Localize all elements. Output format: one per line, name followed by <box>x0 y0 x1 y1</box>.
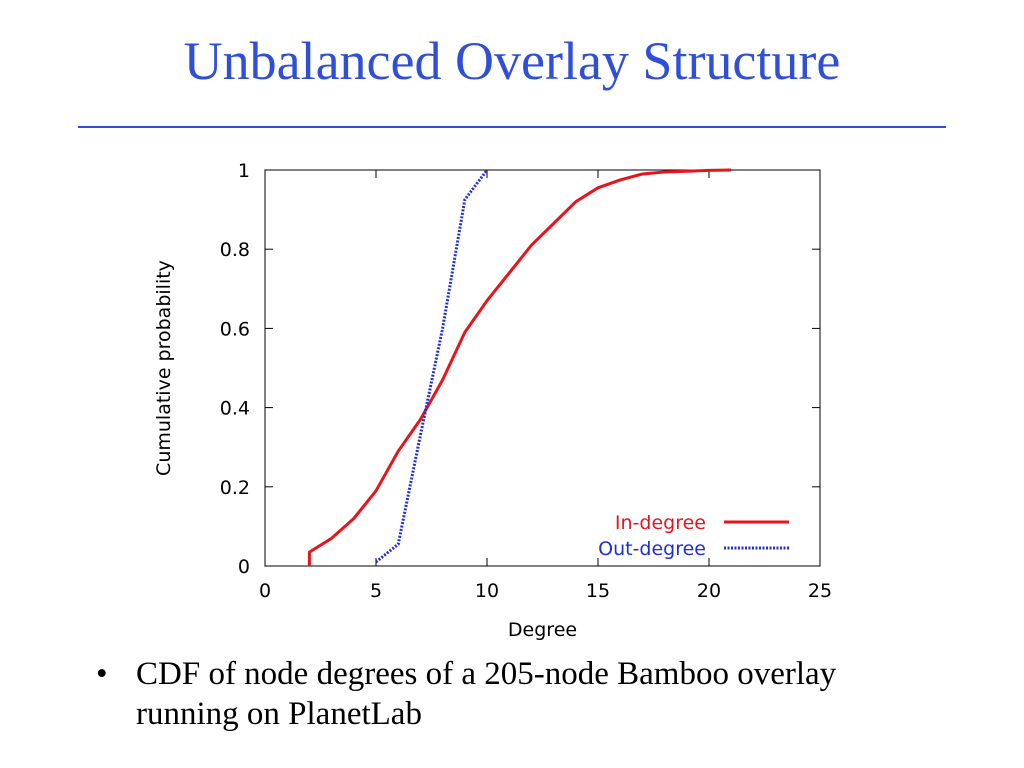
y-axis-label: Cumulative probability <box>153 260 175 476</box>
y-tick-label: 0.8 <box>220 239 250 261</box>
bullet-text: CDF of node degrees of a 205-node Bamboo… <box>136 656 837 732</box>
y-tick-label: 0.4 <box>220 398 250 420</box>
y-tick-label: 0.6 <box>220 318 250 340</box>
y-tick-label: 1 <box>238 160 250 182</box>
title-divider <box>78 126 946 128</box>
y-tick-label: 0.2 <box>220 477 250 499</box>
plot-frame <box>264 169 821 567</box>
slide-title: Unbalanced Overlay Structure <box>183 31 841 91</box>
bullet-symbol: • <box>96 656 108 692</box>
y-tick-label: 0 <box>238 556 250 578</box>
x-tick-label: 15 <box>586 580 610 602</box>
x-axis-label: Degree <box>508 619 577 641</box>
legend-label: Out-degree <box>598 538 706 560</box>
x-tick-label: 5 <box>370 580 382 602</box>
x-tick-label: 20 <box>697 580 721 602</box>
x-tick-label: 25 <box>808 580 832 602</box>
x-tick-label: 0 <box>259 580 271 602</box>
series-line-0 <box>307 168 732 566</box>
x-tick-label: 10 <box>475 580 499 602</box>
legend-label: In-degree <box>615 512 706 534</box>
series-line-1 <box>375 169 489 564</box>
